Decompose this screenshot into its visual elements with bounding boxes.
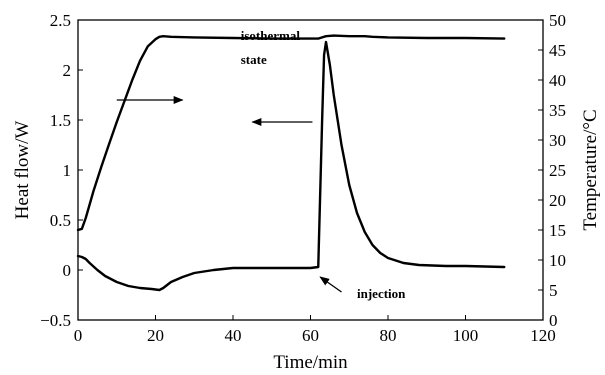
y2-tick-label: 50: [549, 11, 566, 30]
x-tick-label: 120: [530, 326, 556, 345]
y2-tick-label: 10: [549, 251, 566, 270]
x-tick-label: 0: [74, 326, 83, 345]
y-tick-label: 0.5: [50, 211, 71, 230]
y-tick-label: 2: [63, 61, 72, 80]
annotation-layer: isothermal state injection: [116, 28, 406, 301]
y-axis-ticks: −0.5 0 0.5 1 1.5 2 2.5: [40, 11, 83, 330]
y-axis-title: Heat flow/W: [12, 121, 33, 220]
y2-tick-label: 30: [549, 131, 566, 150]
y2-tick-label: 25: [549, 161, 566, 180]
y2-tick-label: 15: [549, 221, 566, 240]
plot-frame: [77, 19, 544, 321]
heat-flow-line: [76, 40, 506, 292]
y2-tick-label: 35: [549, 101, 566, 120]
y-tick-label: 2.5: [50, 11, 71, 30]
x-tick-label: 60: [302, 326, 319, 345]
y2-axis-ticks: 0 5 10 15 20 25 30 35 40 45 50: [538, 11, 566, 330]
x-tick-label: 100: [453, 326, 479, 345]
y-tick-label: 0: [63, 261, 72, 280]
annotation-label: isothermal: [241, 28, 301, 43]
y2-tick-label: 20: [549, 191, 566, 210]
annotation-label: injection: [357, 286, 406, 301]
x-axis-ticks: 0 20 40 60 80 100 120: [74, 315, 556, 345]
y2-axis-title: Temperature/°C: [580, 109, 601, 230]
annotation-label: state: [241, 52, 267, 67]
y-tick-label: 1.5: [50, 111, 71, 130]
x-axis-title: Time/min: [273, 352, 348, 373]
annotation-arrow: [319, 276, 342, 293]
y2-tick-label: 40: [549, 71, 566, 90]
temperature-line: [76, 34, 506, 232]
y2-tick-label: 45: [549, 41, 566, 60]
x-tick-label: 80: [380, 326, 397, 345]
x-tick-label: 40: [225, 326, 242, 345]
x-tick-label: 20: [147, 326, 164, 345]
y2-tick-label: 5: [549, 281, 558, 300]
y2-tick-label: 0: [549, 311, 558, 330]
y-tick-label: 1: [63, 161, 72, 180]
y-tick-label: −0.5: [40, 311, 71, 330]
series-layer: [76, 34, 506, 292]
